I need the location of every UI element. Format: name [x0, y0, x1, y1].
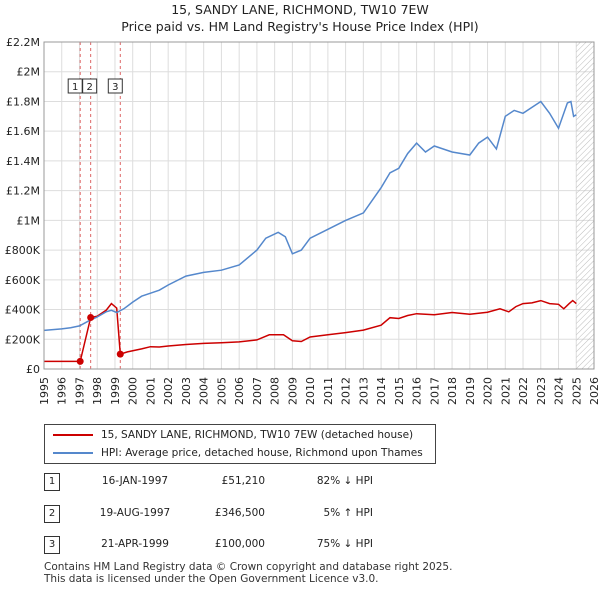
x-tick-label: 2003: [180, 377, 193, 405]
x-tick-label: 1998: [91, 377, 104, 405]
x-tick-label: 2000: [127, 377, 140, 405]
transaction-point: [116, 350, 124, 358]
x-tick-label: 2014: [375, 377, 388, 405]
x-tick-label: 2002: [162, 377, 175, 405]
y-tick-label: £2M: [17, 66, 41, 79]
x-tick-label: 2024: [553, 377, 566, 405]
x-tick-label: 2007: [251, 377, 264, 405]
legend-property-line: [53, 434, 93, 436]
hpi-line: [43, 100, 577, 332]
transaction-point: [76, 357, 84, 365]
x-tick-label: 2021: [499, 377, 512, 405]
legend-hpi-line: [53, 452, 93, 454]
x-tick-label: 2019: [464, 377, 477, 405]
x-tick-label: 2011: [322, 377, 335, 405]
x-tick-label: 2008: [269, 377, 282, 405]
transaction-price: £346,500: [214, 507, 265, 519]
transaction-hpi: 5% ↑ HPI: [323, 507, 373, 519]
transaction-number: 3: [44, 536, 60, 554]
property-price-line: [44, 299, 577, 363]
transaction-point: [87, 313, 95, 321]
footer: Contains HM Land Registry data © Crown c…: [44, 561, 452, 585]
chart-subtitle: Price paid vs. HM Land Registry's House …: [121, 19, 479, 34]
y-tick-label: £400K: [5, 304, 41, 317]
chart-title: 15, SANDY LANE, RICHMOND, TW10 7EW: [171, 2, 429, 17]
x-tick-label: 2023: [535, 377, 548, 405]
x-tick-label: 1995: [38, 377, 51, 405]
y-tick-label: £1.6M: [6, 125, 40, 138]
y-tick-label: £0: [26, 363, 40, 376]
y-tick-label: £1M: [17, 214, 41, 227]
y-tick-label: £2.2M: [6, 36, 40, 49]
forecast-hatch: [576, 42, 594, 369]
y-tick-label: £1.8M: [6, 95, 40, 108]
transaction-hpi: 75% ↓ HPI: [316, 538, 373, 550]
plot-area: [44, 42, 594, 369]
y-tick-label: £600K: [5, 274, 41, 287]
x-tick-label: 2018: [446, 377, 459, 405]
y-tick-label: £800K: [5, 244, 41, 257]
x-tick-label: 2012: [340, 377, 353, 405]
transaction-number: 2: [44, 505, 60, 523]
x-tick-label: 2006: [233, 377, 246, 405]
table-row: 1 16-JAN-1997 £51,210 82% ↓ HPI: [0, 473, 600, 491]
transaction-date: 16-JAN-1997: [101, 475, 169, 487]
x-tick-label: 2005: [215, 377, 228, 405]
legend-hpi: HPI: Average price, detached house, Rich…: [45, 445, 423, 461]
x-tick-label: 2016: [411, 377, 424, 405]
transaction-price: £51,210: [221, 475, 265, 487]
footer-copyright: Contains HM Land Registry data © Crown c…: [44, 561, 453, 573]
legend-property-label: 15, SANDY LANE, RICHMOND, TW10 7EW (deta…: [101, 429, 414, 441]
marker-badge-label: 2: [86, 82, 92, 93]
footer-licence: This data is licensed under the Open Gov…: [44, 573, 379, 585]
x-tick-label: 2004: [198, 377, 211, 405]
x-tick-label: 2001: [144, 377, 157, 405]
x-tick-label: 1999: [109, 377, 122, 405]
x-tick-label: 2022: [517, 377, 530, 405]
table-row: 3 21-APR-1999 £100,000 75% ↓ HPI: [0, 536, 600, 554]
x-tick-label: 2009: [286, 377, 299, 405]
marker-badge: [82, 78, 98, 94]
x-tick-label: 2025: [570, 377, 583, 405]
x-tick-label: 2015: [393, 377, 406, 405]
marker-badge: [107, 78, 123, 94]
x-tick-label: 2017: [428, 377, 441, 405]
table-row: 2 19-AUG-1997 £346,500 5% ↑ HPI: [0, 505, 600, 523]
x-tick-label: 2020: [482, 377, 495, 405]
marker-badge-label: 3: [112, 82, 118, 93]
transaction-date: 19-AUG-1997: [99, 507, 171, 519]
transaction-number: 1: [44, 473, 60, 491]
x-tick-label: 1997: [73, 377, 86, 405]
price-chart: £0 £200K £400K £600K £800K £1M £1.2M £1.4M £1.6M…: [5, 36, 600, 405]
plot-border: [43, 41, 595, 370]
x-tick-label: 2026: [588, 377, 600, 405]
transaction-hpi: 82% ↓ HPI: [316, 475, 373, 487]
legend-hpi-label: HPI: Average price, detached house, Rich…: [101, 447, 423, 459]
y-tick-label: £1.2M: [6, 185, 40, 198]
y-tick-label: £200K: [5, 333, 41, 346]
y-tick-label: £1.4M: [6, 155, 40, 168]
marker-badge-label: 1: [72, 82, 78, 93]
legend-property: 15, SANDY LANE, RICHMOND, TW10 7EW (deta…: [45, 427, 413, 443]
transaction-price: £100,000: [214, 538, 265, 550]
x-tick-label: 2013: [357, 377, 370, 405]
x-tick-label: 2010: [304, 377, 317, 405]
legend: 15, SANDY LANE, RICHMOND, TW10 7EW (deta…: [44, 424, 436, 464]
transaction-date: 21-APR-1999: [101, 538, 169, 550]
x-tick-label: 1996: [56, 377, 69, 405]
